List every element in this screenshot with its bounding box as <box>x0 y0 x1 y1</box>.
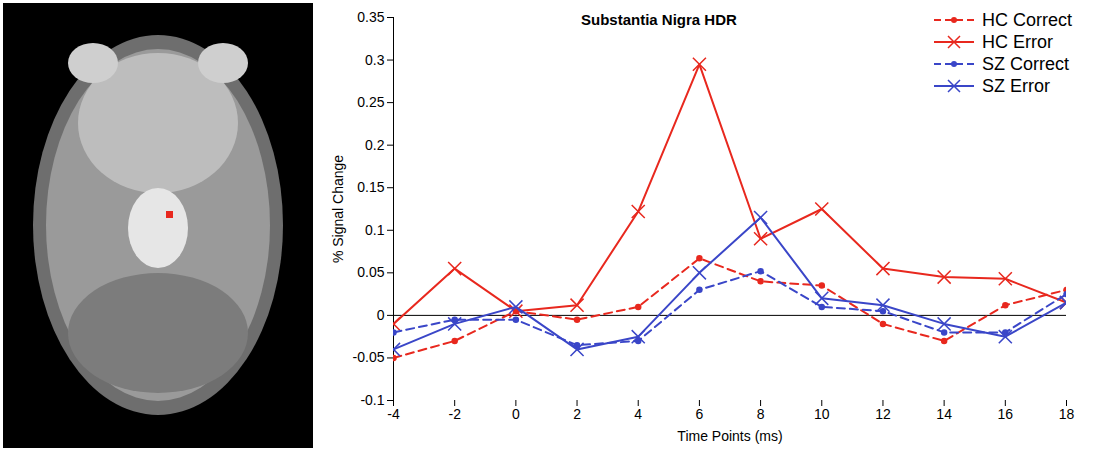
svg-text:-4: -4 <box>387 406 400 422</box>
svg-text:12: 12 <box>875 406 891 422</box>
svg-text:6: 6 <box>696 406 704 422</box>
svg-text:0: 0 <box>377 307 385 323</box>
svg-text:0.35: 0.35 <box>357 9 384 25</box>
html-text:SZ Correct: SZ Correct <box>982 53 1069 74</box>
html-text:HC Correct: HC Correct <box>982 9 1072 30</box>
svg-text:-0.05: -0.05 <box>353 349 385 365</box>
svg-text:10: 10 <box>814 406 830 422</box>
html-text:SZ Error: SZ Error <box>982 75 1050 96</box>
svg-text:4: 4 <box>634 406 642 422</box>
svg-text:8: 8 <box>757 406 765 422</box>
svg-text:0: 0 <box>512 406 520 422</box>
svg-text:% Signal Change: % Signal Change <box>330 155 346 263</box>
svg-text:0.25: 0.25 <box>357 94 384 110</box>
svg-text:14: 14 <box>936 406 952 422</box>
svg-text:18: 18 <box>1059 406 1075 422</box>
svg-text:0.15: 0.15 <box>357 179 384 195</box>
svg-text:16: 16 <box>998 406 1014 422</box>
svg-text:-2: -2 <box>448 406 461 422</box>
svg-text:2: 2 <box>573 406 581 422</box>
svg-text:0.2: 0.2 <box>365 137 385 153</box>
svg-text:Time Points (ms): Time Points (ms) <box>677 428 782 444</box>
svg-text:0.05: 0.05 <box>357 264 384 280</box>
html-text:HC Error: HC Error <box>982 31 1053 52</box>
svg-text:0.3: 0.3 <box>365 52 385 68</box>
svg-text:0.1: 0.1 <box>365 222 385 238</box>
svg-text:-0.1: -0.1 <box>360 392 384 408</box>
html-text:Substantia Nigra HDR: Substantia Nigra HDR <box>581 11 737 28</box>
